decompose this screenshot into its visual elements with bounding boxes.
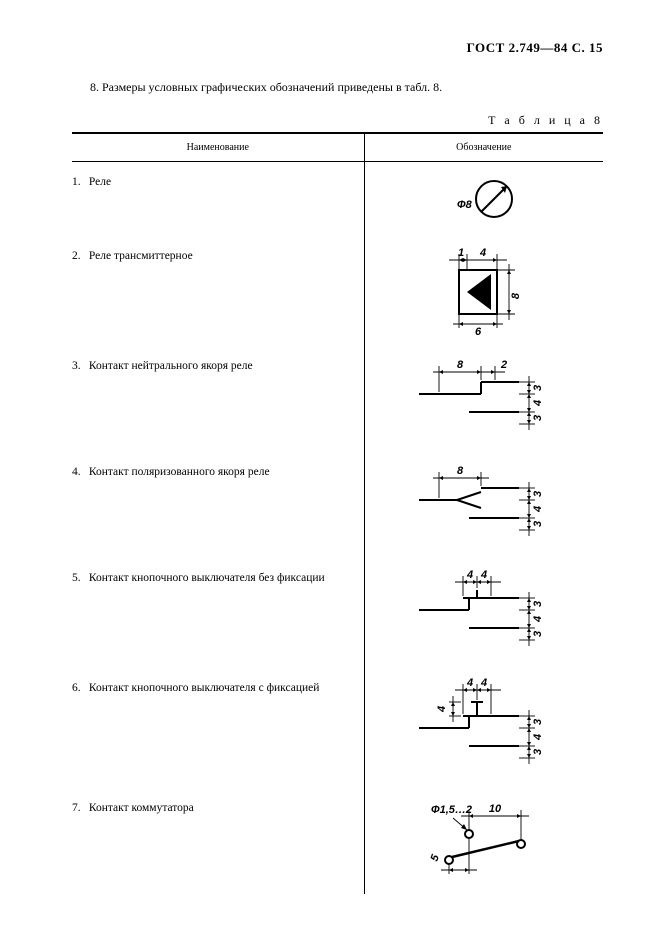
dim-label: 5 <box>428 852 442 863</box>
table-row: 6. Контакт кнопочного выключателя с фикс… <box>72 668 603 788</box>
symbol-transmitter-relay: 1 4 8 <box>429 246 539 336</box>
row-name: Реле трансмиттерное <box>89 250 193 262</box>
dim-label: 8 <box>457 359 464 371</box>
dim-label: 4 <box>532 506 544 513</box>
dim-label: 4 <box>532 400 544 407</box>
row-name: Контакт нейтрального якоря реле <box>89 360 253 372</box>
dim-label: 10 <box>489 803 502 815</box>
row-name: Контакт кнопочного выключателя без фикса… <box>89 572 325 584</box>
symbol-commutator-contact: 10 Ф1,5…2 5 <box>409 798 559 878</box>
table-row: 4. Контакт поляризованного якоря реле <box>72 452 603 558</box>
row-index: 2. <box>72 250 86 262</box>
col-header-symbol: Обозначение <box>364 133 603 162</box>
dim-label: 4 <box>480 569 487 581</box>
dim-label: 6 <box>475 326 482 336</box>
symbol-neutral-contact: 8 2 <box>409 356 559 442</box>
row-name: Контакт коммутатора <box>89 802 194 814</box>
row-index: 5. <box>72 572 86 584</box>
dim-label: 3 <box>532 601 544 607</box>
dim-label: 4 <box>480 678 487 689</box>
symbol-pushbutton-latch: 4 4 4 <box>409 678 559 778</box>
dim-label: 3 <box>532 749 544 755</box>
dim-label: 4 <box>466 569 473 581</box>
dim-label: 2 <box>500 359 507 371</box>
dim-label: 3 <box>532 719 544 725</box>
table-caption: Т а б л и ц а 8 <box>72 113 603 128</box>
row-name: Контакт поляризованного якоря реле <box>89 466 270 478</box>
row-index: 3. <box>72 360 86 372</box>
row-index: 6. <box>72 682 86 694</box>
dim-label: 4 <box>532 734 544 741</box>
symbol-relay: Ф8 <box>439 172 529 226</box>
dim-label: 4 <box>436 706 448 713</box>
dim-label: Ф1,5…2 <box>431 804 472 816</box>
table-row: 1. Реле Ф8 <box>72 162 603 237</box>
symbols-table: Наименование Обозначение 1. Реле Ф8 <box>72 132 603 894</box>
dim-label: 1 <box>458 247 464 259</box>
row-index: 7. <box>72 802 86 814</box>
table-row: 2. Реле трансмиттерное <box>72 236 603 346</box>
dim-label: 4 <box>532 616 544 623</box>
document-page: ГОСТ 2.749—84 С. 15 8. Размеры условных … <box>0 0 661 936</box>
row-name: Реле <box>89 176 111 188</box>
dim-label: 3 <box>532 521 544 527</box>
table-row: 5. Контакт кнопочного выключателя без фи… <box>72 558 603 668</box>
dim-label: 3 <box>532 631 544 637</box>
table-row: 7. Контакт коммутатора <box>72 788 603 894</box>
dim-label: 8 <box>510 292 522 299</box>
lead-paragraph: 8. Размеры условных графических обозначе… <box>72 80 603 95</box>
symbol-polarized-contact: 8 3 4 3 <box>409 462 559 548</box>
dim-label: 3 <box>532 491 544 497</box>
dim-label: 4 <box>479 247 486 259</box>
col-header-name: Наименование <box>72 133 364 162</box>
dim-label: 4 <box>466 678 473 689</box>
row-index: 1. <box>72 176 86 188</box>
row-index: 4. <box>72 466 86 478</box>
row-name: Контакт кнопочного выключателя с фиксаци… <box>89 682 320 694</box>
symbol-pushbutton-nonlatch: 4 4 3 4 <box>409 568 559 658</box>
dim-label: 3 <box>532 385 544 391</box>
dim-label: Ф8 <box>457 199 473 211</box>
table-row: 3. Контакт нейтрального якоря реле <box>72 346 603 452</box>
dim-label: 3 <box>532 415 544 421</box>
dim-label: 8 <box>457 465 464 477</box>
document-header: ГОСТ 2.749—84 С. 15 <box>72 40 603 56</box>
